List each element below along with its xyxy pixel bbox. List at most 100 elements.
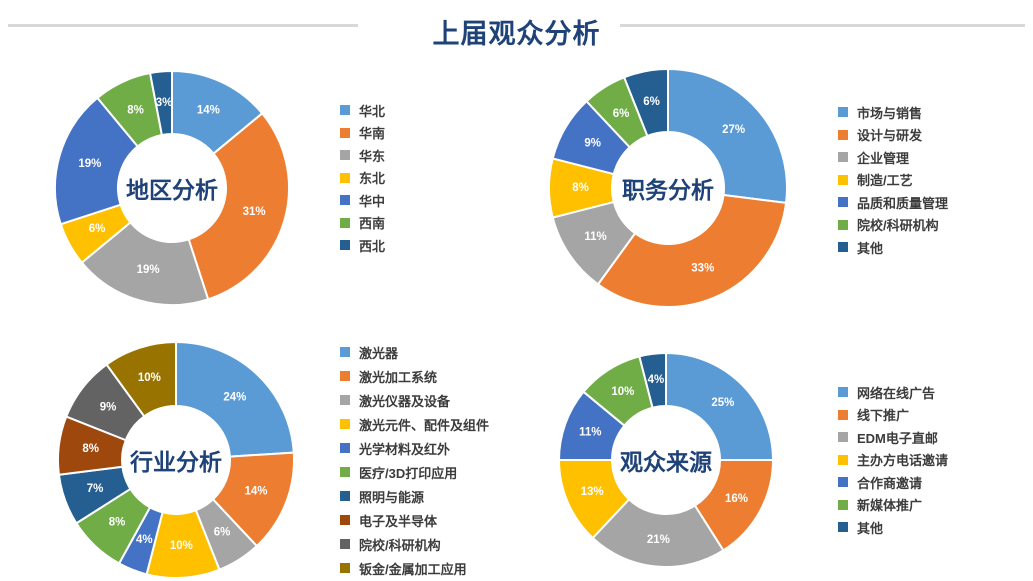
- legend-item: EDM电子直邮: [838, 426, 948, 449]
- position-donut-chart: 27% 33% 11% 8% 9% 6% 6%: [548, 68, 788, 308]
- legend-item: 华中: [340, 189, 385, 212]
- legend-swatch: [340, 347, 350, 357]
- legend-swatch: [838, 219, 848, 230]
- legend-label: 其他: [857, 520, 884, 536]
- slice-percent-label: 10%: [170, 540, 193, 552]
- legend-label: 合作商邀请: [857, 475, 923, 491]
- visitor-source-chart-legend: 网络在线广告 线下推广 EDM电子直邮 主办方电话邀请 合作商邀请 新媒体推广 其他: [838, 381, 948, 539]
- legend-item: 西北: [340, 234, 385, 257]
- legend-swatch: [838, 107, 848, 118]
- donut3-slice-0: [665, 352, 774, 461]
- legend-swatch: [838, 242, 848, 253]
- slice-percent-label: 16%: [725, 493, 748, 505]
- legend-swatch: [838, 152, 848, 163]
- header-divider-left: [8, 24, 358, 27]
- legend-label: 院校/科研机构: [359, 537, 441, 553]
- legend-swatch: [340, 240, 350, 251]
- legend-label: 品质和质量管理: [857, 195, 949, 211]
- legend-label: 西北: [359, 238, 386, 254]
- legend-label: 市场与销售: [857, 105, 923, 121]
- legend-swatch: [838, 499, 848, 510]
- legend-swatch: [340, 467, 350, 477]
- slice-percent-label: 19%: [137, 264, 160, 276]
- visitor-source-donut-chart: 25% 16% 21% 13% 11% 10% 4%: [558, 352, 774, 568]
- slice-percent-label: 6%: [643, 96, 660, 108]
- legend-swatch: [838, 477, 848, 488]
- slice-percent-label: 10%: [611, 386, 634, 398]
- legend-item: 照明与能源: [340, 484, 489, 508]
- legend-swatch: [340, 515, 350, 525]
- position-chart-legend: 市场与销售 设计与研发 企业管理 制造/工艺 品质和质量管理 院校/科研机构 其他: [838, 101, 948, 259]
- legend-label: 网络在线广告: [857, 385, 936, 401]
- legend-item: 钣金/金属加工应用: [340, 556, 489, 580]
- legend-label: 激光加工系统: [359, 369, 438, 385]
- legend-swatch: [340, 217, 350, 228]
- legend-item: 主办方电话邀请: [838, 449, 948, 472]
- slice-percent-label: 10%: [138, 372, 161, 384]
- legend-item: 设计与研发: [838, 124, 948, 147]
- legend-swatch: [838, 174, 848, 185]
- legend-swatch: [340, 491, 350, 501]
- legend-label: 制造/工艺: [857, 173, 913, 189]
- legend-item: 光学材料及红外: [340, 436, 489, 460]
- slice-percent-label: 8%: [127, 105, 144, 117]
- legend-item: 东北: [340, 167, 385, 190]
- legend-swatch: [340, 539, 350, 549]
- donut2-slice-0: [175, 341, 295, 458]
- legend-label: 设计与研发: [857, 128, 923, 144]
- legend-swatch: [340, 395, 350, 405]
- industry-chart-legend: 激光器 激光加工系统 激光仪器及设备 激光元件、配件及组件 光学材料及红外 医疗/3D打印…: [340, 340, 489, 580]
- slice-percent-label: 27%: [722, 124, 745, 136]
- page-title: 上届观众分析: [432, 19, 601, 49]
- legend-swatch: [838, 432, 848, 443]
- slice-percent-label: 6%: [89, 223, 106, 235]
- legend-swatch: [340, 150, 350, 161]
- legend-label: 其他: [857, 240, 884, 256]
- donut0-slice-6: [149, 70, 173, 136]
- legend-swatch: [838, 409, 848, 420]
- donut1-slice-1: [597, 194, 788, 308]
- region-chart-center-title: 地区分析: [126, 177, 218, 203]
- slice-percent-label: 6%: [613, 108, 630, 120]
- slice-percent-label: 14%: [244, 486, 267, 498]
- donut3-slice-6: [638, 352, 667, 409]
- legend-label: 华中: [359, 193, 386, 209]
- donut0-slice-4: [54, 96, 139, 226]
- legend-item: 其他: [838, 236, 948, 259]
- legend-swatch: [838, 522, 848, 533]
- legend-item: 医疗/3D打印应用: [340, 460, 489, 484]
- donut3-slice-2: [591, 498, 725, 568]
- legend-label: 电子及半导体: [359, 513, 438, 529]
- position-chart-center-title: 职务分析: [622, 177, 714, 203]
- slice-percent-label: 31%: [243, 206, 266, 218]
- donut1-slice-6: [623, 68, 669, 137]
- slice-percent-label: 24%: [223, 391, 246, 403]
- legend-swatch: [340, 419, 350, 429]
- legend-swatch: [838, 387, 848, 398]
- slice-percent-label: 3%: [156, 97, 173, 109]
- legend-item: 院校/科研机构: [340, 532, 489, 556]
- legend-swatch: [838, 129, 848, 140]
- slice-percent-label: 6%: [214, 527, 231, 539]
- legend-label: 西南: [359, 216, 386, 232]
- legend-item: 华东: [340, 144, 385, 167]
- legend-item: 线下推广: [838, 404, 948, 427]
- legend-item: 电子及半导体: [340, 508, 489, 532]
- legend-item: 西南: [340, 212, 385, 235]
- legend-swatch: [838, 197, 848, 208]
- slice-percent-label: 25%: [711, 397, 734, 409]
- legend-label: 照明与能源: [359, 489, 425, 505]
- slice-percent-label: 8%: [572, 182, 589, 194]
- industry-donut-chart: 24% 14% 6% 10% 4% 8% 7% 8% 9% 10%: [57, 341, 295, 579]
- slice-percent-label: 11%: [579, 427, 601, 439]
- legend-label: 华东: [359, 148, 386, 164]
- legend-swatch: [340, 443, 350, 453]
- legend-label: 华北: [359, 103, 386, 119]
- legend-swatch: [340, 127, 350, 138]
- slice-percent-label: 9%: [584, 138, 601, 150]
- legend-item: 院校/科研机构: [838, 214, 948, 237]
- legend-item: 激光仪器及设备: [340, 388, 489, 412]
- legend-label: 华南: [359, 126, 386, 142]
- slice-percent-label: 7%: [87, 483, 104, 495]
